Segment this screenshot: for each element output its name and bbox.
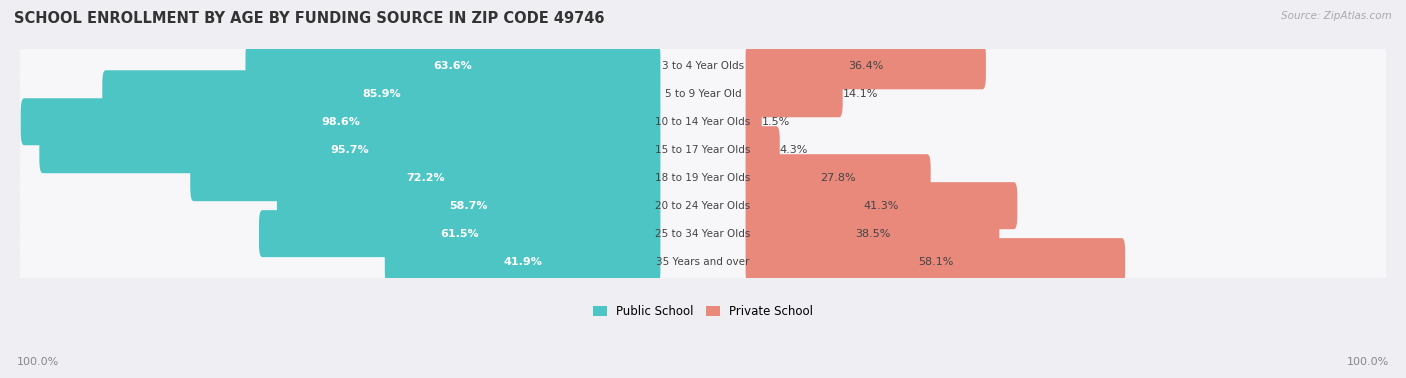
- FancyBboxPatch shape: [385, 238, 661, 285]
- Text: 3 to 4 Year Olds: 3 to 4 Year Olds: [662, 61, 744, 71]
- Text: 41.9%: 41.9%: [503, 257, 543, 266]
- Text: 100.0%: 100.0%: [17, 357, 59, 367]
- FancyBboxPatch shape: [20, 118, 1386, 184]
- FancyBboxPatch shape: [20, 89, 1386, 155]
- Text: 20 to 24 Year Olds: 20 to 24 Year Olds: [655, 201, 751, 211]
- Legend: Public School, Private School: Public School, Private School: [588, 301, 818, 323]
- Text: 5 to 9 Year Old: 5 to 9 Year Old: [665, 89, 741, 99]
- FancyBboxPatch shape: [20, 173, 1386, 239]
- FancyBboxPatch shape: [20, 33, 1386, 99]
- FancyBboxPatch shape: [39, 126, 661, 173]
- Text: 38.5%: 38.5%: [855, 229, 890, 239]
- FancyBboxPatch shape: [20, 229, 1386, 294]
- FancyBboxPatch shape: [745, 126, 780, 173]
- FancyBboxPatch shape: [20, 201, 1386, 266]
- Text: SCHOOL ENROLLMENT BY AGE BY FUNDING SOURCE IN ZIP CODE 49746: SCHOOL ENROLLMENT BY AGE BY FUNDING SOUR…: [14, 11, 605, 26]
- FancyBboxPatch shape: [246, 42, 661, 89]
- Text: 100.0%: 100.0%: [1347, 357, 1389, 367]
- Text: 10 to 14 Year Olds: 10 to 14 Year Olds: [655, 117, 751, 127]
- FancyBboxPatch shape: [745, 98, 762, 145]
- FancyBboxPatch shape: [20, 61, 1386, 127]
- Text: Source: ZipAtlas.com: Source: ZipAtlas.com: [1281, 11, 1392, 21]
- Text: 63.6%: 63.6%: [433, 61, 472, 71]
- Text: 85.9%: 85.9%: [361, 89, 401, 99]
- FancyBboxPatch shape: [745, 182, 1018, 229]
- Text: 61.5%: 61.5%: [440, 229, 479, 239]
- Text: 58.7%: 58.7%: [450, 201, 488, 211]
- FancyBboxPatch shape: [745, 42, 986, 89]
- FancyBboxPatch shape: [259, 210, 661, 257]
- FancyBboxPatch shape: [21, 98, 661, 145]
- FancyBboxPatch shape: [20, 62, 1386, 129]
- FancyBboxPatch shape: [20, 146, 1386, 212]
- Text: 18 to 19 Year Olds: 18 to 19 Year Olds: [655, 173, 751, 183]
- FancyBboxPatch shape: [20, 90, 1386, 156]
- FancyBboxPatch shape: [20, 230, 1386, 296]
- FancyBboxPatch shape: [745, 210, 1000, 257]
- Text: 15 to 17 Year Olds: 15 to 17 Year Olds: [655, 145, 751, 155]
- FancyBboxPatch shape: [20, 145, 1386, 211]
- Text: 35 Years and over: 35 Years and over: [657, 257, 749, 266]
- FancyBboxPatch shape: [20, 117, 1386, 183]
- FancyBboxPatch shape: [745, 70, 842, 117]
- Text: 98.6%: 98.6%: [321, 117, 360, 127]
- Text: 36.4%: 36.4%: [848, 61, 883, 71]
- FancyBboxPatch shape: [20, 34, 1386, 101]
- FancyBboxPatch shape: [103, 70, 661, 117]
- Text: 41.3%: 41.3%: [863, 201, 900, 211]
- FancyBboxPatch shape: [20, 174, 1386, 240]
- Text: 27.8%: 27.8%: [820, 173, 856, 183]
- Text: 95.7%: 95.7%: [330, 145, 370, 155]
- Text: 4.3%: 4.3%: [780, 145, 808, 155]
- FancyBboxPatch shape: [190, 154, 661, 201]
- FancyBboxPatch shape: [745, 238, 1125, 285]
- Text: 72.2%: 72.2%: [406, 173, 444, 183]
- Text: 58.1%: 58.1%: [918, 257, 953, 266]
- Text: 14.1%: 14.1%: [842, 89, 879, 99]
- Text: 25 to 34 Year Olds: 25 to 34 Year Olds: [655, 229, 751, 239]
- Text: 1.5%: 1.5%: [762, 117, 790, 127]
- FancyBboxPatch shape: [20, 202, 1386, 268]
- FancyBboxPatch shape: [277, 182, 661, 229]
- FancyBboxPatch shape: [745, 154, 931, 201]
